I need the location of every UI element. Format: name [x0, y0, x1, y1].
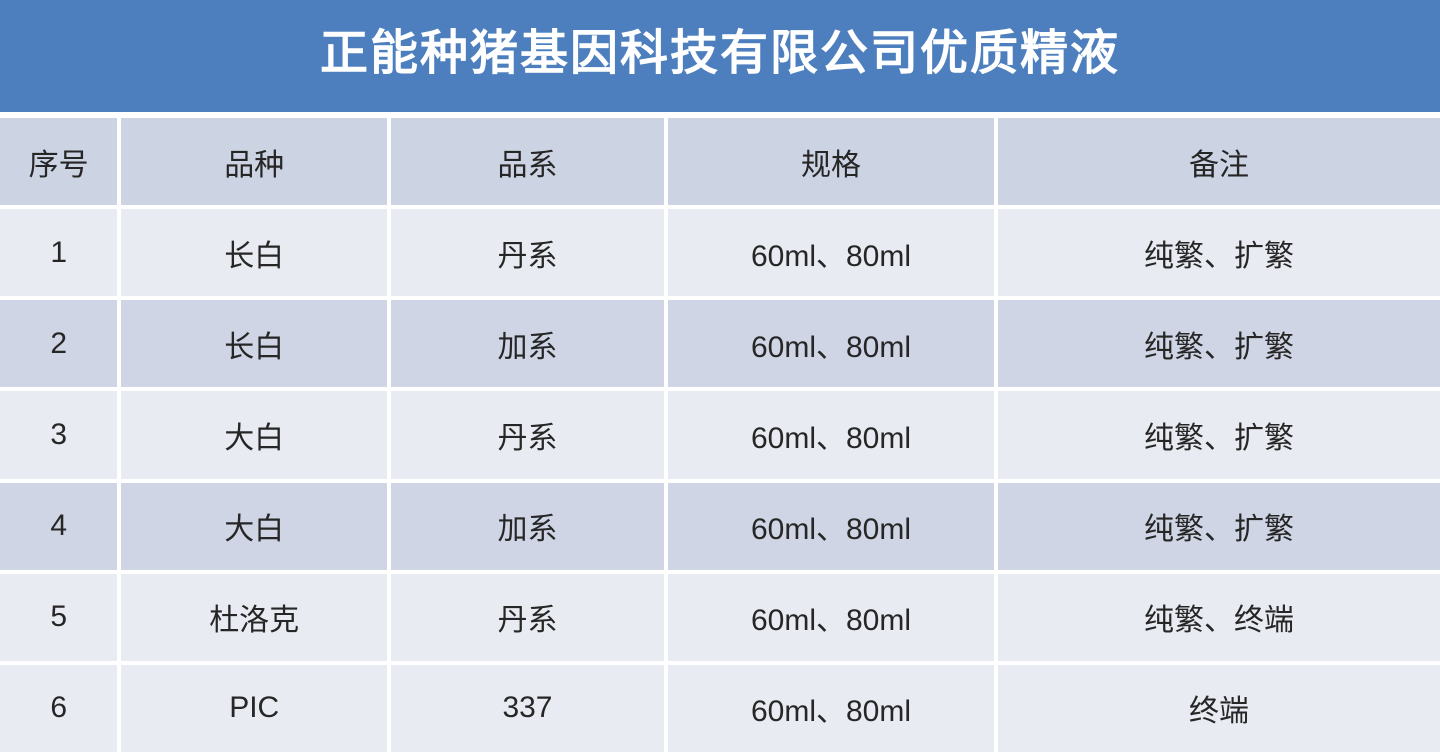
column-header-breed: 品种 — [121, 118, 388, 206]
table-row-5-cell-spec: 60ml、80ml — [667, 573, 995, 661]
title-band: 正能种猪基因科技有限公司优质精液 — [0, 0, 1440, 112]
page-title: 正能种猪基因科技有限公司优质精液 — [319, 27, 1120, 80]
table-row-2-cell-note: 纯繁、扩繁 — [998, 300, 1440, 388]
table-row-5-cell-no: 5 — [0, 573, 118, 661]
table-row-3-cell-line: 丹系 — [391, 391, 664, 479]
table-row-5-cell-note: 纯繁、终端 — [998, 573, 1440, 661]
table-row-6-cell-spec: 60ml、80ml — [667, 664, 995, 752]
table-row-5-cell-breed: 杜洛克 — [121, 573, 388, 661]
column-header-note: 备注 — [998, 118, 1440, 206]
semen-products-table: 序号 品种 品系 规格 备注 1 长白 丹系 60ml、80ml 纯繁、扩繁 2… — [0, 118, 1440, 752]
column-header-line: 品系 — [391, 118, 664, 206]
table-row-2-cell-no: 2 — [0, 300, 118, 388]
column-header-spec: 规格 — [667, 118, 995, 206]
table-row-5-cell-line: 丹系 — [391, 573, 664, 661]
table-row-6-cell-line: 337 — [391, 664, 664, 752]
table-row-2-cell-spec: 60ml、80ml — [667, 300, 995, 388]
table-row-1-cell-breed: 长白 — [121, 209, 388, 297]
table-row-2-cell-breed: 长白 — [121, 300, 388, 388]
column-header-no: 序号 — [0, 118, 118, 206]
table-row-3-cell-breed: 大白 — [121, 391, 388, 479]
table-row-1-cell-note: 纯繁、扩繁 — [998, 209, 1440, 297]
table-row-6-cell-note: 终端 — [998, 664, 1440, 752]
table-row-2-cell-line: 加系 — [391, 300, 664, 388]
table-row-6-cell-no: 6 — [0, 664, 118, 752]
table-row-4-cell-spec: 60ml、80ml — [667, 482, 995, 570]
table-row-4-cell-line: 加系 — [391, 482, 664, 570]
table-row-3-cell-note: 纯繁、扩繁 — [998, 391, 1440, 479]
table-row-6-cell-breed: PIC — [121, 664, 388, 752]
table-row-3-cell-no: 3 — [0, 391, 118, 479]
table-row-1-cell-no: 1 — [0, 209, 118, 297]
table-row-4-cell-no: 4 — [0, 482, 118, 570]
table-row-4-cell-breed: 大白 — [121, 482, 388, 570]
table-row-3-cell-spec: 60ml、80ml — [667, 391, 995, 479]
table-row-4-cell-note: 纯繁、扩繁 — [998, 482, 1440, 570]
table-row-1-cell-spec: 60ml、80ml — [667, 209, 995, 297]
table-row-1-cell-line: 丹系 — [391, 209, 664, 297]
